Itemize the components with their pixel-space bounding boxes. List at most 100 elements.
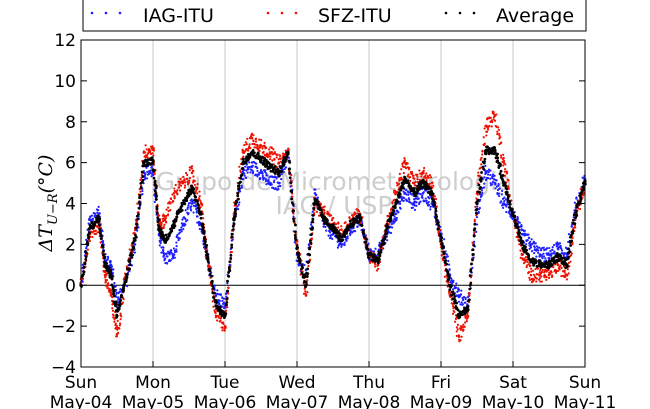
trace-dot <box>119 288 122 291</box>
trace-dot <box>186 183 190 186</box>
trace-dot <box>255 162 258 165</box>
trace-dot <box>530 267 533 270</box>
trace-dot <box>561 270 565 273</box>
trace-dot <box>374 262 377 265</box>
data-point <box>103 263 107 267</box>
data-point <box>385 226 389 230</box>
trace-dot <box>169 197 173 201</box>
data-point <box>367 252 371 257</box>
trace-dot <box>165 252 168 255</box>
trace-dot <box>109 289 113 292</box>
trace-dot <box>535 277 538 280</box>
trace-dot <box>360 223 364 227</box>
trace-dot <box>315 193 318 197</box>
trace-dot <box>145 177 149 180</box>
data-point <box>565 273 569 277</box>
legend-marker <box>118 11 122 15</box>
trace-dot <box>428 182 431 185</box>
trace-dot <box>483 142 486 145</box>
data-point <box>457 314 461 318</box>
trace-dot <box>490 150 494 154</box>
trace-dot <box>395 216 398 220</box>
trace-dot <box>164 214 168 218</box>
trace-dot <box>115 291 118 294</box>
trace-dot <box>240 157 243 161</box>
trace-dot <box>306 272 310 276</box>
trace-dot <box>442 256 446 259</box>
trace-dot <box>520 225 523 228</box>
trace-dot <box>522 262 526 265</box>
trace-dot <box>175 215 179 219</box>
trace-dot <box>230 250 233 254</box>
trace-dot <box>182 228 185 231</box>
trace-dot <box>246 137 249 140</box>
trace-dot <box>453 310 456 314</box>
trace-dot <box>352 226 355 230</box>
trace-dot <box>428 197 431 200</box>
trace-dot <box>96 225 99 229</box>
trace-dot <box>567 247 570 251</box>
trace-dot <box>440 236 444 240</box>
trace-dot <box>419 172 422 175</box>
x-tick-label-day: Thu <box>352 373 385 393</box>
trace-dot <box>336 246 340 249</box>
trace-dot <box>107 282 110 285</box>
trace-dot <box>453 299 457 303</box>
trace-dot <box>265 152 269 155</box>
trace-dot <box>225 297 229 301</box>
trace-dot <box>245 148 248 151</box>
trace-dot <box>257 173 260 176</box>
trace-dot <box>527 270 531 274</box>
y-tick-label: 10 <box>54 72 76 92</box>
trace-dot <box>513 218 517 222</box>
trace-dot <box>328 213 331 216</box>
trace-dot <box>136 229 139 232</box>
trace-dot <box>170 249 173 252</box>
trace-dot <box>473 222 477 226</box>
trace-dot <box>556 269 560 273</box>
trace-dot <box>175 245 178 248</box>
x-tick-label-day: Wed <box>278 373 315 393</box>
trace-dot <box>244 141 247 144</box>
data-point <box>484 171 488 175</box>
trace-dot <box>137 200 141 204</box>
trace-dot <box>190 205 193 208</box>
trace-dot <box>181 218 184 221</box>
trace-dot <box>403 159 406 162</box>
data-point <box>133 238 137 242</box>
trace-dot <box>426 187 430 191</box>
trace-dot <box>150 175 153 178</box>
trace-dot <box>276 153 279 156</box>
trace-dot <box>457 300 461 303</box>
trace-dot <box>404 166 407 169</box>
trace-dot <box>452 288 455 291</box>
trace-dot <box>227 286 230 290</box>
trace-dot <box>290 173 293 177</box>
trace-dot <box>187 212 190 215</box>
trace-dot <box>126 285 129 288</box>
trace-dot <box>340 225 343 228</box>
trace-dot <box>385 231 389 235</box>
trace-dot <box>566 256 570 260</box>
trace-dot <box>570 252 573 255</box>
trace-dot <box>196 215 199 218</box>
trace-dot <box>541 257 544 260</box>
trace-dot <box>279 157 282 161</box>
trace-dot <box>482 136 485 139</box>
trace-dot <box>307 264 310 268</box>
trace-dot <box>532 240 535 243</box>
trace-dot <box>277 174 281 178</box>
trace-dot <box>535 245 539 248</box>
trace-dot <box>151 152 154 155</box>
trace-dot <box>253 151 256 155</box>
trace-dot <box>447 275 451 279</box>
trace-dot <box>241 166 245 170</box>
data-point <box>412 181 416 185</box>
trace-dot <box>416 173 419 176</box>
legend-marker <box>458 11 462 15</box>
trace-dot <box>355 218 358 221</box>
trace-dot <box>153 200 156 204</box>
data-point <box>340 238 344 242</box>
trace-dot <box>524 245 527 249</box>
